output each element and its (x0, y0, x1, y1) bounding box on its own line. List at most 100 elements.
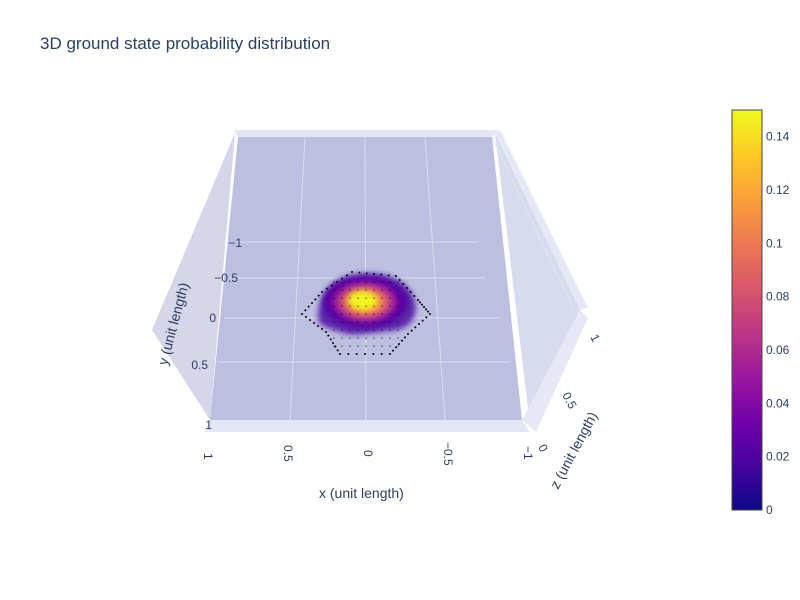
y-tick-label: −0.5 (214, 271, 238, 285)
sample-point (417, 299, 419, 301)
sample-point (406, 287, 408, 289)
density-peak (348, 291, 376, 309)
sample-point (341, 289, 343, 291)
sample-point (341, 345, 343, 347)
sample-point (397, 297, 399, 299)
sample-point (381, 281, 383, 283)
sample-point (331, 284, 333, 287)
sample-point (381, 313, 383, 315)
sample-point (341, 277, 343, 280)
sample-point (357, 313, 359, 315)
colorbar-tick-label: 0.12 (766, 183, 790, 197)
sample-point (407, 333, 409, 335)
sample-point (301, 313, 303, 315)
scene-right-floor (522, 310, 588, 432)
sample-point (341, 281, 343, 283)
sample-point (357, 329, 359, 331)
z-tick-label: 1 (587, 332, 603, 345)
sample-point (381, 345, 383, 347)
x-tick-label: 0 (361, 450, 375, 457)
sample-point (327, 334, 330, 337)
sample-point (333, 321, 335, 323)
y-tick-label: 0 (209, 311, 216, 325)
sample-point (333, 337, 335, 339)
sample-point (329, 338, 332, 341)
sample-point (425, 308, 427, 311)
sample-point (341, 321, 343, 323)
z-tick-label: 0 (535, 442, 551, 455)
sample-point (336, 281, 338, 283)
sample-point (381, 297, 383, 299)
sample-point (333, 289, 335, 291)
scene-left-wall (152, 133, 235, 420)
sample-point (357, 321, 359, 323)
sample-point (334, 345, 337, 348)
sample-point (349, 345, 351, 347)
sample-point (387, 274, 390, 277)
sample-point (339, 353, 341, 355)
sample-point (421, 303, 423, 306)
sample-point (325, 331, 327, 333)
y-tick-label: 0.5 (191, 358, 208, 372)
sample-point (397, 305, 399, 307)
sample-point (365, 272, 368, 275)
sample-point (347, 353, 350, 355)
sample-point (333, 345, 335, 347)
sample-point (333, 313, 335, 315)
sample-point (397, 337, 399, 339)
colorbar-tick-label: 0.1 (766, 236, 783, 250)
sample-point (351, 271, 353, 273)
chart-title: 3D ground state probability distribution (40, 34, 331, 53)
sample-point (380, 353, 383, 355)
sample-point (397, 313, 399, 315)
sample-point (332, 342, 334, 344)
sample-point (321, 291, 323, 293)
sample-point (389, 353, 391, 355)
colorbar-tick-label: 0 (766, 503, 773, 517)
sample-point (373, 289, 375, 291)
sample-point (349, 321, 351, 323)
sample-point (373, 305, 375, 307)
sample-point (341, 329, 343, 331)
sample-point (341, 337, 343, 339)
sample-point (381, 289, 383, 291)
sample-point (357, 281, 359, 283)
colorbar-tick-label: 0.04 (766, 396, 790, 410)
sample-point (373, 329, 375, 331)
sample-point (381, 329, 383, 331)
sample-point (401, 339, 403, 342)
sample-point (381, 305, 383, 307)
sample-point (341, 297, 343, 299)
colorbar-tick-label: 0.02 (766, 450, 790, 464)
grid-line (491, 136, 576, 313)
sample-point (365, 297, 367, 299)
sample-point (349, 289, 351, 291)
sample-point (397, 321, 399, 323)
sample-point (357, 305, 359, 307)
y-axis-ticks: −1 −0.5 0 0.5 1 (191, 236, 242, 432)
colorbar[interactable]: 0.14 0.12 0.1 0.08 0.06 0.04 0.02 0 (731, 109, 790, 517)
colorbar-tick-label: 0.06 (766, 343, 790, 357)
sample-point (397, 289, 399, 291)
sample-point (365, 329, 367, 331)
sample-point (364, 353, 366, 355)
sample-point (341, 305, 343, 307)
colorbar-tick-label: 0.08 (766, 290, 790, 304)
sample-point (389, 337, 391, 339)
sample-point (373, 337, 375, 339)
y-tick-label: −1 (228, 236, 242, 250)
sample-point (389, 321, 391, 323)
sample-point (389, 345, 391, 347)
sample-point (402, 283, 405, 285)
sample-point (373, 345, 375, 347)
sample-point (373, 281, 375, 283)
sample-point (389, 289, 391, 291)
sample-point (321, 328, 323, 330)
sample-point (341, 313, 343, 315)
sample-point (357, 289, 359, 291)
sample-point (389, 297, 391, 299)
density-volume[interactable] (318, 273, 416, 335)
z-tick-label: 0.5 (559, 390, 579, 412)
sample-point (410, 329, 413, 332)
